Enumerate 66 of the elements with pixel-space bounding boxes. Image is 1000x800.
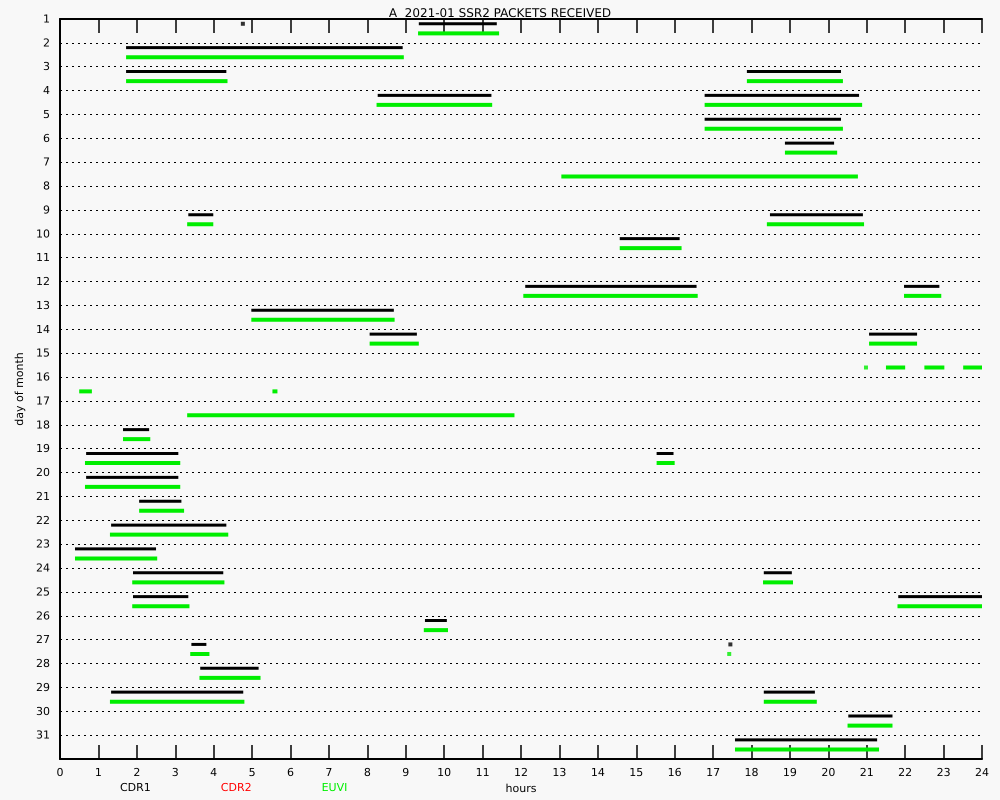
x-tick-label: 23 [936, 766, 951, 779]
y-tick-label: 27 [36, 633, 50, 646]
x-tick-label: 4 [210, 766, 218, 779]
y-tick-label: 21 [36, 490, 50, 503]
x-tick-label: 6 [287, 766, 294, 779]
y-tick-label: 23 [36, 538, 50, 551]
point [727, 652, 732, 656]
y-tick-label: 19 [36, 442, 50, 456]
x-tick-label: 20 [821, 766, 836, 779]
x-tick-label: 16 [668, 766, 682, 779]
x-tick-label: 22 [898, 766, 912, 779]
y-tick-label: 7 [43, 156, 50, 169]
point [864, 366, 868, 370]
y-tick-label: 16 [36, 370, 50, 384]
x-tick-label: 14 [590, 766, 605, 779]
y-tick-label: 2 [43, 36, 50, 50]
x-tick-label: 17 [706, 766, 720, 779]
y-tick-label: 31 [36, 728, 50, 742]
y-tick-label: 11 [36, 251, 50, 264]
y-tick-label: 14 [36, 322, 50, 336]
point [240, 22, 245, 26]
x-tick-label: 21 [860, 766, 874, 779]
text: EUVI [322, 781, 348, 794]
x-tick-label: 5 [248, 766, 256, 779]
x-tick-label: 9 [402, 766, 410, 779]
x-tick-label: 11 [476, 766, 490, 779]
y-tick-label: 15 [36, 346, 50, 360]
y-tick-label: 30 [36, 704, 50, 718]
point [728, 642, 732, 646]
y-tick-label: 6 [43, 132, 50, 145]
y-tick-label: 22 [36, 514, 50, 527]
x-tick-label: 2 [133, 766, 140, 779]
y-tick-label: 29 [36, 680, 50, 694]
y-tick-label: 5 [43, 108, 50, 121]
y-tick-label: 12 [36, 275, 50, 288]
y-tick-label: 25 [36, 585, 50, 598]
y-tick-label: 4 [43, 84, 50, 98]
chart-title: A 2021-01 SSR2 PACKETS RECEIVED [388, 6, 612, 20]
x-tick-label: 13 [552, 766, 566, 779]
y-tick-label: 26 [36, 609, 50, 622]
y-tick-label: 3 [43, 60, 50, 74]
x-tick-label: 24 [975, 766, 989, 779]
x-tick-label: 19 [782, 766, 797, 779]
y-tick-label: 18 [36, 418, 50, 432]
x-tick-label: 7 [325, 766, 332, 779]
y-tick-label: 20 [36, 466, 50, 480]
x-tick-label: 12 [514, 766, 528, 779]
x-tick-label: 8 [364, 766, 371, 779]
x-tick-label: 18 [744, 766, 758, 779]
y-tick-label: 13 [36, 298, 50, 312]
x-tick-label: 15 [629, 766, 644, 779]
y-tick-label: 8 [43, 180, 50, 193]
x-tick-label: 10 [437, 766, 452, 779]
y-tick-label: 24 [36, 562, 50, 575]
y-tick-label: 28 [36, 657, 50, 670]
legend-label: CDR2 [220, 781, 252, 794]
y-tick-label: 1 [43, 12, 50, 26]
x-tick-label: 0 [56, 766, 64, 779]
y-tick-label: 10 [36, 227, 50, 240]
y-axis-title: day of month [13, 352, 26, 426]
text: CDR1 [120, 781, 151, 794]
y-tick-label: 17 [36, 394, 50, 408]
x-tick-label: 3 [172, 766, 179, 779]
y-tick-label: 9 [43, 203, 50, 216]
x-axis-title: hours [506, 782, 537, 795]
x-tick-label: 1 [94, 766, 102, 779]
